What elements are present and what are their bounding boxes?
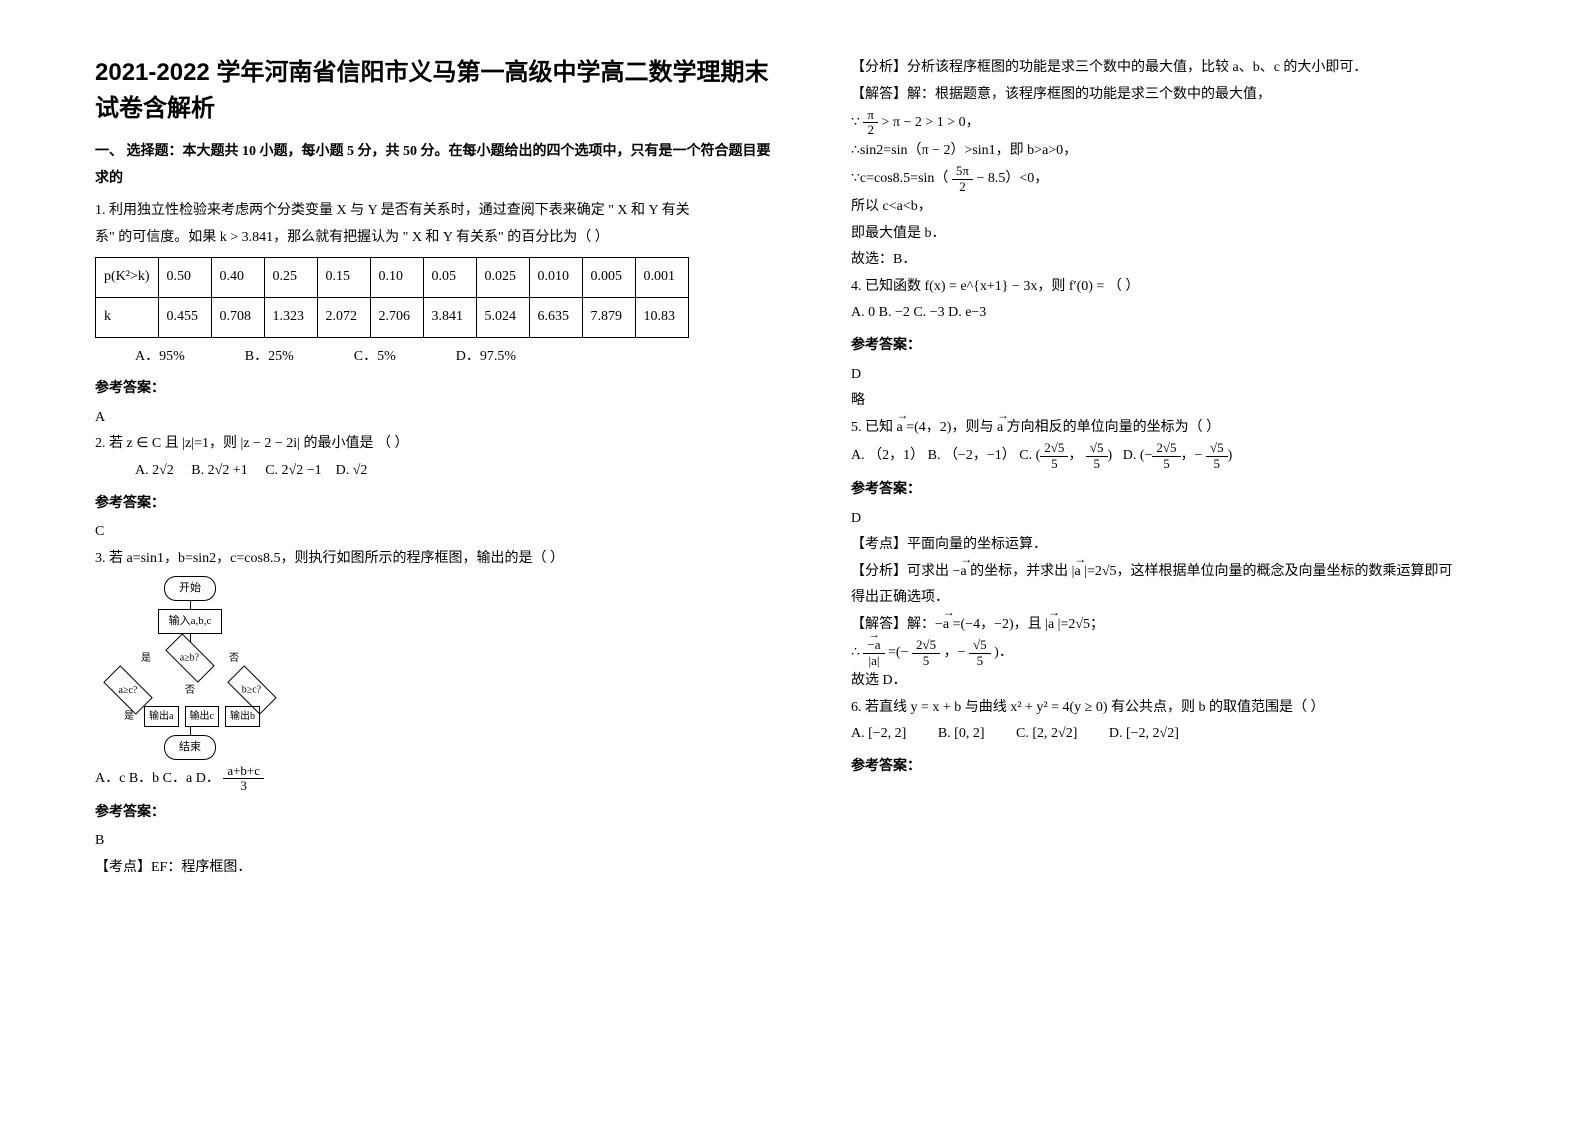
q3-fenxi: 【分析】分析该程序框图的功能是求三个数中的最大值，比较 a、b、c 的大小即可． — [851, 55, 1537, 82]
answer-label: 参考答案： — [95, 376, 781, 403]
answer-label: 参考答案： — [95, 491, 781, 518]
q6-opt-d: D. [−2, 2√2] — [1109, 726, 1179, 741]
answer-label: 参考答案： — [851, 754, 1537, 781]
fc-input: 输入a,b,c — [158, 609, 223, 634]
left-column: 2021-2022 学年河南省信阳市义马第一高级中学高二数学理期末试卷含解析 一… — [95, 55, 816, 1082]
q1-table: p(K²>k) 0.50 0.40 0.25 0.15 0.10 0.05 0.… — [95, 257, 689, 337]
q3-opt-d-frac: a+b+c 3 — [223, 764, 264, 794]
q4-answer: D — [851, 362, 1537, 389]
table-row: k 0.455 0.708 1.323 2.072 2.706 3.841 5.… — [96, 297, 689, 337]
q6-stem: 6. 若直线 y = x + b 与曲线 x² + y² = 4(y ≥ 0) … — [851, 695, 1537, 722]
q2-opt-a: A. 2√2 — [135, 463, 174, 478]
answer-label: 参考答案： — [851, 477, 1537, 504]
q1-options: A．95% B．25% C．5% D．97.5% — [135, 344, 781, 371]
q1-opt-b: B．25% — [245, 344, 294, 371]
q1-stem-line2: 系" 的可信度。如果 k > 3.841，那么就有把握认为 " X 和 Y 有关… — [95, 225, 781, 252]
q2-opt-c: C. 2√2 −1 — [265, 463, 321, 478]
table-row: p(K²>k) 0.50 0.40 0.25 0.15 0.10 0.05 0.… — [96, 258, 689, 298]
q4-note: 略 — [851, 388, 1537, 415]
page: 2021-2022 学年河南省信阳市义马第一高级中学高二数学理期末试卷含解析 一… — [0, 0, 1587, 1122]
q2-opt-d: D. √2 — [336, 463, 368, 478]
q4-stem: 4. 已知函数 f(x) = e^{x+1} − 3x，则 f′(0) = （ … — [851, 274, 1537, 301]
q5-kaodian: 【考点】平面向量的坐标运算． — [851, 532, 1537, 559]
vector-a-icon: a — [997, 415, 1003, 442]
q6-opt-b: B. [0, 2] — [938, 726, 985, 741]
section-heading: 一、 选择题：本大题共 10 小题，每小题 5 分，共 50 分。在每小题给出的… — [95, 139, 781, 192]
q5-stem: 5. 已知 a =(4，2)，则与 a 方向相反的单位向量的坐标为（ ） — [851, 415, 1537, 442]
q5-options: A. （2，1） B. （−2，−1） C. (2√55， √55) D. (−… — [851, 441, 1537, 471]
q3-jieda2: ∵ π 2 > π − 2 > 1 > 0， — [851, 108, 1537, 138]
q5-answer: D — [851, 506, 1537, 533]
q5-jieda1: 【解答】解：−a =(−4，−2)，且 |a |=2√5； — [851, 612, 1537, 639]
q1-answer: A — [95, 405, 781, 432]
q3-jieda1: 【解答】解：根据题意，该程序框图的功能是求三个数中的最大值， — [851, 82, 1537, 109]
exam-title: 2021-2022 学年河南省信阳市义马第一高级中学高二数学理期末试卷含解析 — [95, 55, 781, 127]
fc-end: 结束 — [164, 735, 216, 760]
q2-opt-b: B. 2√2 +1 — [191, 463, 247, 478]
q3-options: A．c B．b C．a D． a+b+c 3 — [95, 764, 781, 794]
fc-start: 开始 — [164, 576, 216, 601]
q3-jieda7: 故选：B． — [851, 247, 1537, 274]
flowchart: 开始 输入a,b,c 是 a≥b? 否 a≥c? 否 b≥c? 是 输出a 输出… — [105, 576, 275, 760]
q5-fenxi: 【分析】可求出 −a 的坐标，并求出 |a |=2√5，这样根据单位向量的概念及… — [851, 559, 1537, 586]
q6-options: A. [−2, 2] B. [0, 2] C. [2, 2√2] D. [−2,… — [851, 721, 1537, 748]
q5-jieda3: 故选 D． — [851, 668, 1537, 695]
q1-opt-a: A．95% — [135, 344, 185, 371]
q2-answer: C — [95, 519, 781, 546]
q6-opt-c: C. [2, 2√2] — [1016, 726, 1077, 741]
vector-a-icon: a — [897, 415, 903, 442]
q4-options: A. 0 B. −2 C. −3 D. e−3 — [851, 300, 1537, 327]
q3-kaodian: 【考点】EF：程序框图． — [95, 855, 781, 882]
answer-label: 参考答案： — [95, 800, 781, 827]
q1-opt-c: C．5% — [354, 344, 396, 371]
q6-opt-a: A. [−2, 2] — [851, 726, 906, 741]
q3-answer: B — [95, 828, 781, 855]
q3-jieda5: 所以 c<a<b， — [851, 194, 1537, 221]
q1-opt-d: D．97.5% — [456, 344, 516, 371]
q2-stem: 2. 若 z ∈ C 且 |z|=1，则 |z − 2 − 2i| 的最小值是 … — [95, 431, 781, 458]
q3-jieda4: ∵c=cos8.5=sin（ 5π 2 − 8.5）<0， — [851, 164, 1537, 194]
q1-stem-line1: 1. 利用独立性检验来考虑两个分类变量 X 与 Y 是否有关系时，通过查阅下表来… — [95, 198, 781, 225]
q3-jieda6: 即最大值是 b． — [851, 221, 1537, 248]
right-column: 【分析】分析该程序框图的功能是求三个数中的最大值，比较 a、b、c 的大小即可．… — [816, 55, 1537, 1082]
q5-jieda2: ∴ →−a|a| =(− 2√55 ，− √55 )． — [851, 638, 1537, 668]
q2-options: A. 2√2 B. 2√2 +1 C. 2√2 −1 D. √2 — [135, 458, 781, 485]
answer-label: 参考答案： — [851, 333, 1537, 360]
q3-jieda3: ∴sin2=sin（π − 2）>sin1，即 b>a>0， — [851, 138, 1537, 165]
q3-stem: 3. 若 a=sin1，b=sin2，c=cos8.5，则执行如图所示的程序框图… — [95, 546, 781, 573]
